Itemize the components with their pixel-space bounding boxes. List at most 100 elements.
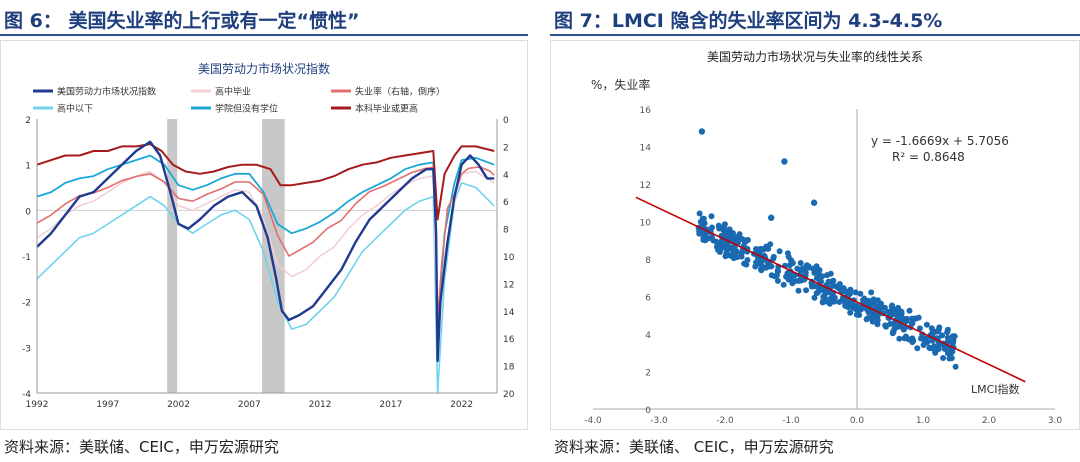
scatter-point: [819, 273, 826, 280]
scatter-point: [909, 315, 915, 322]
scatter-point: [795, 287, 802, 294]
scatter-point: [771, 273, 778, 280]
scatter-y-tick-label: 12: [640, 181, 651, 191]
figure-6-title: 图 6： 美国失业率的上行或有一定“惯性”: [4, 10, 360, 32]
scatter-y-tick-label: 6: [645, 294, 651, 304]
scatter-point: [729, 245, 736, 252]
scatter-point: [811, 294, 818, 301]
scatter-point: [847, 290, 853, 297]
scatter-point: [759, 258, 765, 265]
scatter-x-tick-label: -1.0: [782, 416, 800, 426]
right-y-tick-label: 18: [503, 363, 515, 373]
scatter-point: [845, 304, 852, 311]
scatter-y-tick-label: 0: [645, 406, 651, 416]
scatter-point: [818, 278, 824, 285]
left-y-tick-label: 2: [25, 116, 31, 126]
scatter-point: [815, 288, 822, 295]
scatter-point: [895, 312, 902, 319]
scatter-point: [802, 269, 809, 276]
scatter-point: [944, 350, 951, 357]
right-y-tick-label: 2: [503, 143, 509, 153]
scatter-point: [847, 309, 854, 316]
scatter-point: [890, 328, 897, 335]
scatter-point: [743, 261, 750, 268]
left-y-tick-label: -3: [22, 344, 31, 354]
scatter-point: [888, 310, 895, 317]
scatter-point: [715, 247, 722, 254]
right-y-tick-label: 6: [503, 198, 509, 208]
scatter-point: [881, 304, 888, 311]
legend-label: 本科毕业或更高: [355, 103, 418, 115]
scatter-point: [780, 281, 787, 288]
x-tick-label: 2012: [309, 400, 332, 410]
figure-7-title-rule: [550, 34, 1080, 36]
right-y-tick-label: 4: [503, 171, 509, 181]
scatter-axes: 0 2 4 6 8 10 12 14 16 -4.0 -3.0 -2.0 -1.0 0.0 1.0 2.0 3.…: [584, 106, 1062, 426]
scatter-chart-frame: 美国劳动力市场状况与失业率的线性关系 %，失业率 0 2 4 6 8 10 12 14 16 -4…: [550, 40, 1080, 430]
lmci-line-chart-frame: 美国劳动力市场状况指数 美国劳动力市场状况指数 高中毕业 失业率（右轴，倒序） 高中以…: [0, 40, 528, 430]
right-y-tick-label: 8: [503, 226, 509, 236]
legend-label: 学院但没有学位: [215, 103, 278, 115]
scatter-point: [763, 264, 769, 271]
scatter-point: [874, 321, 881, 328]
series-line-bachelor_plus: [36, 143, 495, 221]
scatter-point: [709, 224, 715, 231]
scatter-point: [827, 270, 834, 277]
scatter-point: [767, 241, 774, 248]
scatter-point: [725, 244, 731, 251]
scatter-point: [836, 281, 843, 287]
x-tick-label: 2022: [450, 400, 473, 410]
figure-6-title-rule: [0, 34, 528, 36]
scatter-point: [798, 277, 805, 284]
scatter-point: [776, 248, 783, 255]
figure-6-source: 资料来源：美联储、CEIC，申万宏源研究: [4, 438, 279, 456]
scatter-point: [841, 297, 848, 304]
series-line-high_school_grad: [36, 170, 495, 349]
scatter-point: [853, 311, 860, 318]
series-line-lmci: [36, 140, 495, 363]
scatter-chart-title: 美国劳动力市场状况与失业率的线性关系: [707, 49, 923, 64]
scatter-point: [721, 221, 728, 228]
regression-equation: y = -1.6669x + 5.7056: [871, 134, 1009, 148]
scatter-point: [811, 269, 818, 276]
scatter-point: [868, 289, 875, 296]
scatter-point: [915, 314, 922, 321]
scatter-point: [950, 333, 957, 340]
scatter-x-axis-label: LMCI指数: [971, 382, 1020, 396]
scatter-point: [803, 262, 810, 269]
legend-label: 失业率（右轴，倒序）: [355, 86, 445, 98]
scatter-point: [901, 315, 908, 322]
scatter-y-tick-label: 16: [640, 106, 652, 116]
line-chart-title: 美国劳动力市场状况指数: [198, 61, 330, 76]
recession-band-1: [262, 119, 285, 393]
scatter-point: [792, 278, 799, 284]
scatter-point: [931, 346, 938, 353]
scatter-point: [701, 220, 708, 227]
scatter-point: [803, 287, 810, 294]
figure-7-source: 资料来源：美联储、 CEIC，申万宏源研究: [554, 438, 834, 456]
legend-label: 高中毕业: [215, 86, 251, 98]
right-y-tick-label: 20: [503, 390, 515, 400]
scatter-point: [789, 271, 796, 278]
scatter-point: [874, 297, 881, 304]
scatter-point: [869, 318, 876, 325]
r-squared-label: R² = 0.8648: [892, 150, 965, 164]
scatter-point: [830, 277, 837, 284]
lmci-unemployment-scatter: 美国劳动力市场状况与失业率的线性关系 %，失业率 0 2 4 6 8 10 12 14 16 -4…: [584, 49, 1062, 426]
scatter-point: [946, 355, 953, 362]
legend-label: 高中以下: [57, 103, 93, 115]
scatter-point: [826, 300, 833, 307]
left-y-tick-label: -1: [22, 253, 31, 263]
legend-label: 美国劳动力市场状况指数: [57, 86, 156, 98]
scatter-point: [916, 325, 923, 332]
scatter-x-tick-label: -4.0: [584, 416, 602, 426]
scatter-point: [836, 299, 843, 305]
scatter-point: [774, 277, 781, 284]
scatter-x-tick-label: 1.0: [916, 416, 931, 426]
scatter-point: [731, 254, 738, 261]
scatter-point: [860, 297, 866, 304]
scatter-point: [940, 355, 947, 361]
left-y-tick-label: -2: [22, 299, 31, 309]
scatter-point: [952, 363, 959, 370]
scatter-point: [700, 234, 707, 241]
